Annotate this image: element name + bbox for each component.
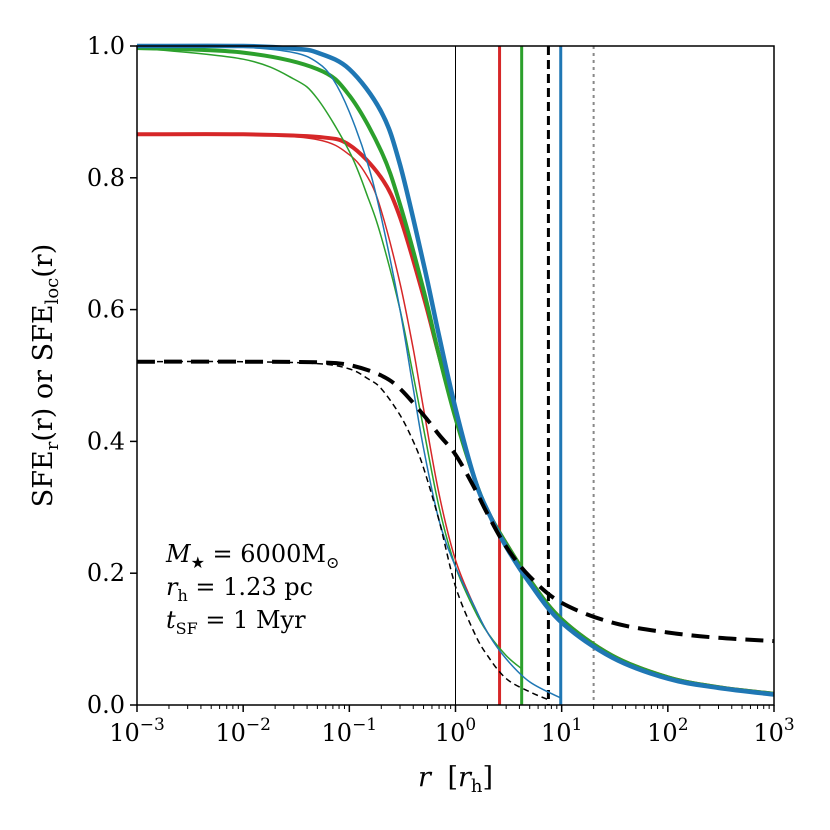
annotation-tsf: tSF = 1 Myr xyxy=(166,606,306,638)
blue-sfe-r xyxy=(136,43,775,697)
y-tick-label: 0.0 xyxy=(87,691,125,719)
y-tick-label: 0.2 xyxy=(87,559,125,587)
annotation-mass: M★ = 6000M⊙ xyxy=(165,540,339,572)
x-tick-label: 10−1 xyxy=(322,715,378,747)
y-tick-label: 0.6 xyxy=(87,296,125,324)
blue-sfe-loc xyxy=(136,45,563,700)
y-tick-label: 1.0 xyxy=(87,32,125,60)
x-tick-label: 10−3 xyxy=(109,715,165,747)
x-tick-label: 103 xyxy=(753,715,794,747)
x-tick-label: 101 xyxy=(541,715,582,747)
axis-ticks: 10−3 10−2 10−1 100 101 102 103 0.0 0.2 0.4 0.6 0.8 1… xyxy=(87,32,795,747)
series-lines xyxy=(136,43,775,701)
y-tick-label: 0.8 xyxy=(87,164,125,192)
reference-lines xyxy=(455,46,595,705)
annotation-rh: rh = 1.23 pc xyxy=(166,573,313,605)
black-dashed-sfe-r xyxy=(136,359,775,644)
green-sfe-loc xyxy=(136,47,523,670)
y-axis-label: SFEr(r) or SFEloc(r) xyxy=(28,244,63,507)
x-axis-label: r [rh] xyxy=(418,762,493,797)
x-tick-label: 10−2 xyxy=(215,715,271,747)
y-tick-label: 0.4 xyxy=(87,427,125,455)
x-tick-label: 100 xyxy=(435,715,476,747)
black-dashed-sfe-loc xyxy=(136,360,549,701)
x-tick-label: 102 xyxy=(647,715,688,747)
